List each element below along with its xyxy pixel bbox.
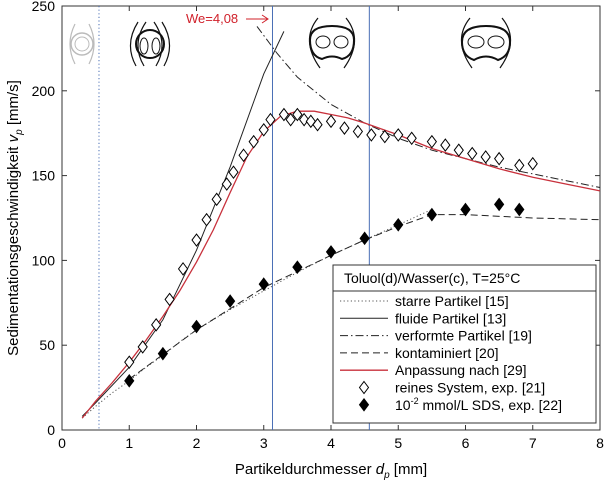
pure-point-25	[393, 128, 404, 142]
pure-point-3	[164, 292, 175, 307]
legend-box	[332, 290, 597, 424]
pure-point-1	[137, 340, 148, 354]
sds-point-7	[359, 231, 370, 246]
x-tick-label-2: 2	[193, 435, 201, 451]
legend-label-6: 10-2 mmol/L SDS, exp. [22]	[395, 396, 562, 413]
pure-point-4	[177, 262, 189, 276]
x-tick-label-7: 7	[529, 435, 537, 451]
annotation-label: We=4,08	[186, 11, 238, 26]
deformed-drop-icon	[308, 17, 356, 69]
series-markers	[124, 107, 538, 388]
x-tick-label-4: 4	[327, 435, 335, 451]
sds-point-8	[393, 217, 404, 232]
oscillating-drop-icon	[460, 17, 512, 69]
legend-label-5: reines System, exp. [21]	[395, 380, 545, 396]
pure-point-33	[514, 158, 525, 173]
fluid-sphere-vortex-icon	[129, 21, 171, 67]
pure-point-32	[494, 151, 505, 166]
pure-point-26	[406, 131, 417, 146]
pure-point-12	[258, 122, 269, 137]
sds-point-6	[325, 245, 337, 259]
annotation-arrow-head	[261, 14, 269, 24]
x-tick-label-6: 6	[462, 435, 470, 451]
pure-point-19	[312, 117, 323, 132]
y-tick-label-2: 100	[32, 252, 56, 268]
y-tick-label-4: 200	[32, 83, 56, 99]
pure-point-24	[379, 129, 390, 144]
pure-point-6	[201, 212, 212, 227]
legend-title-box	[332, 264, 597, 292]
pure-point-5	[191, 233, 202, 247]
legend-items: starre Partikel [15]fluide Partikel [13]…	[340, 293, 562, 413]
sds-point-2	[191, 319, 202, 334]
rigid-sphere-icon	[69, 23, 95, 65]
sds-point-10	[460, 202, 471, 217]
pure-point-7	[211, 192, 222, 207]
series-line-3	[129, 214, 601, 380]
sds-point-0	[124, 373, 135, 388]
we-annotation: We=4,08	[186, 11, 269, 26]
y-tick-label-1: 50	[39, 337, 55, 353]
sds-point-11	[494, 197, 505, 212]
sds-point-3	[225, 294, 236, 308]
pure-point-23	[366, 128, 377, 142]
pure-point-28	[440, 138, 451, 152]
pure-point-30	[467, 146, 478, 161]
pure-point-20	[325, 114, 337, 129]
pure-point-29	[453, 143, 464, 157]
sds-point-4	[258, 277, 269, 291]
x-tick-label-1: 1	[125, 435, 133, 451]
y-tick-label-5: 250	[32, 0, 56, 14]
legend: Toluol(d)/Wasser(c), T=25°C starre Parti…	[332, 264, 597, 424]
pure-point-16	[292, 107, 303, 122]
sds-point-5	[292, 260, 303, 275]
pure-point-17	[298, 112, 310, 127]
legend-swatch-6	[358, 397, 370, 412]
legend-title: Toluol(d)/Wasser(c), T=25°C	[344, 270, 520, 286]
pure-point-13	[265, 112, 276, 127]
pure-point-9	[228, 165, 239, 180]
pure-point-31	[480, 150, 491, 164]
pure-point-0	[124, 355, 135, 369]
y-axis-label: Sedimentationsgeschwindigkeit vp [mm/s]	[5, 80, 25, 356]
legend-label-0: starre Partikel [15]	[395, 293, 509, 309]
legend-label-1: fluide Partikel [13]	[395, 310, 506, 326]
x-tick-label-5: 5	[394, 435, 402, 451]
legend-swatch-5	[358, 380, 370, 395]
pure-point-21	[339, 121, 350, 135]
pure-point-8	[221, 177, 232, 191]
pure-point-15	[285, 112, 296, 127]
sds-point-12	[514, 202, 525, 217]
x-tick-label-0: 0	[58, 435, 66, 451]
axes: 0 1 2 3 4 5 6 7 8 0 50 100 150 200 250	[32, 0, 604, 451]
sds-point-9	[426, 207, 437, 222]
legend-label-2: verformte Partikel [19]	[395, 328, 532, 344]
series-line-1	[81, 31, 285, 417]
y-tick-label-0: 0	[47, 422, 55, 438]
x-tick-label-3: 3	[260, 435, 268, 451]
y-tick-label-3: 150	[32, 168, 56, 184]
vertical-lines	[98, 6, 370, 430]
pure-point-2	[151, 318, 162, 332]
x-axis-label: Partikeldurchmesser dp [mm]	[235, 461, 427, 481]
pure-point-11	[248, 134, 259, 149]
pure-point-14	[278, 107, 290, 122]
legend-label-3: kontaminiert [20]	[395, 345, 499, 361]
pure-point-10	[238, 148, 249, 163]
x-tick-label-8: 8	[596, 435, 604, 451]
pure-point-27	[426, 134, 437, 149]
pure-point-22	[352, 124, 364, 139]
sds-point-1	[157, 346, 168, 361]
legend-label-4: Anpassung nach [29]	[395, 362, 527, 378]
series-line-2	[256, 26, 601, 188]
pure-point-34	[527, 156, 538, 171]
